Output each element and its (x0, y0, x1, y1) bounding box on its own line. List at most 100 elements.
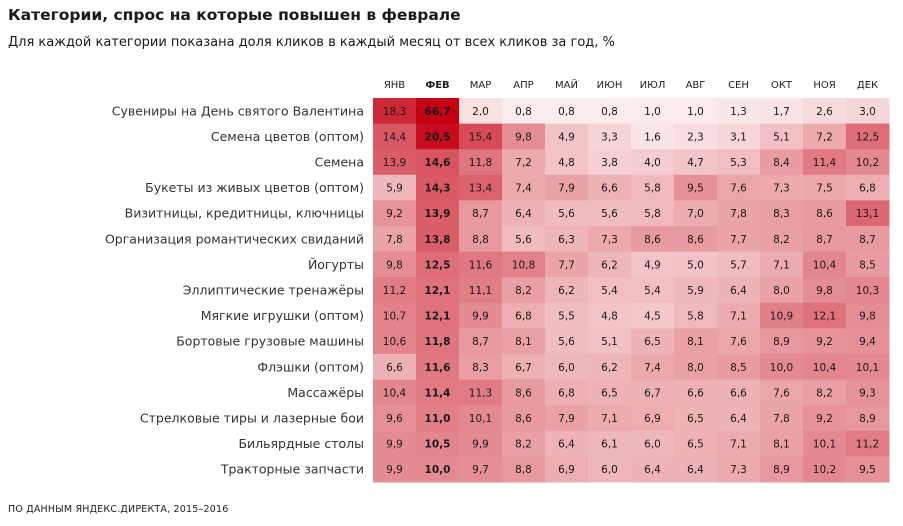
heatmap-cell (502, 251, 546, 278)
heatmap-cell (631, 226, 675, 253)
cell-value: 10,4 (813, 362, 837, 374)
heatmap-cell (717, 98, 761, 125)
heatmap-cell (760, 456, 804, 483)
cell-value: 9,9 (386, 439, 403, 451)
heatmap-cell (760, 405, 804, 432)
heatmap-cell (416, 379, 460, 406)
heatmap-cell (545, 226, 589, 253)
cell-value: 5,8 (644, 208, 661, 220)
row-label: Эллиптические тренажёры (183, 283, 364, 298)
chart-title: Категории, спрос на которые повышен в фе… (8, 6, 461, 24)
heatmap-cell (416, 200, 460, 227)
column-header: МАЙ (555, 78, 578, 91)
heatmap-cell (545, 149, 589, 176)
cell-value: 11,1 (469, 285, 492, 297)
cell-value: 6,0 (644, 439, 661, 451)
cell-value: 9,8 (859, 311, 876, 323)
heatmap-cell (846, 354, 890, 381)
cell-value: 2,0 (472, 106, 489, 118)
cell-value: 13,4 (469, 183, 493, 195)
heatmap-cell (803, 149, 847, 176)
cell-value: 20,5 (425, 131, 451, 143)
heatmap-cell (502, 456, 546, 483)
cell-value: 7,4 (644, 362, 661, 374)
heatmap-cell (803, 226, 847, 253)
cell-value: 7,4 (515, 183, 532, 195)
cell-value: 5,9 (687, 285, 704, 297)
heatmap-cell (588, 98, 632, 125)
heatmap-cell (803, 302, 847, 329)
cell-value: 9,7 (472, 464, 489, 476)
cell-value: 4,9 (558, 131, 575, 143)
heatmap-cell (674, 200, 718, 227)
cell-value: 9,4 (859, 336, 876, 348)
heatmap-cell (760, 149, 804, 176)
heatmap-cell (545, 430, 589, 457)
heatmap-cell (674, 354, 718, 381)
heatmap-cell (502, 226, 546, 253)
cell-value: 8,5 (730, 362, 747, 374)
heatmap-cell (588, 328, 632, 355)
cell-value: 8,2 (515, 285, 532, 297)
cell-value: 5,9 (386, 183, 403, 195)
cell-value: 9,2 (816, 336, 833, 348)
row-label: Визитницы, кредитницы, ключницы (125, 206, 364, 221)
cell-value: 6,3 (558, 234, 575, 246)
cell-value: 13,9 (383, 157, 406, 169)
heatmap-cell (545, 379, 589, 406)
row-label: Семена цветов (оптом) (211, 129, 364, 144)
heatmap-cell (502, 405, 546, 432)
cell-value: 8,6 (515, 387, 532, 399)
cell-value: 3,3 (601, 131, 618, 143)
cell-value: 10,6 (383, 336, 407, 348)
cell-value: 4,7 (687, 157, 704, 169)
heatmap-cell (631, 123, 675, 150)
chart-subtitle: Для каждой категории показана доля клико… (8, 35, 615, 50)
cell-value: 8,2 (515, 439, 532, 451)
column-header: ЯНВ (384, 80, 405, 91)
cell-value: 6,4 (558, 439, 575, 451)
heatmap-cell (717, 328, 761, 355)
cell-value: 8,3 (773, 208, 790, 220)
cell-value: 8,0 (773, 285, 790, 297)
heatmap-cell (588, 302, 632, 329)
cell-value: 66,7 (425, 106, 451, 118)
cell-value: 5,4 (644, 285, 661, 297)
heatmap-cell (373, 251, 417, 278)
heatmap-cell (674, 405, 718, 432)
cell-value: 6,7 (644, 387, 661, 399)
heatmap-cell (588, 200, 632, 227)
heatmap-cell (717, 302, 761, 329)
heatmap-cell (760, 302, 804, 329)
cell-value: 14,6 (425, 157, 451, 169)
heatmap-cell (760, 98, 804, 125)
row-label: Мягкие игрушки (оптом) (201, 308, 364, 323)
heatmap-cell (846, 98, 890, 125)
cell-value: 4,5 (644, 311, 661, 323)
heatmap-cell (717, 379, 761, 406)
cell-value: 6,4 (730, 413, 747, 425)
cell-value: 3,1 (730, 131, 747, 143)
cell-value: 12,5 (425, 259, 451, 271)
heatmap-cell (545, 328, 589, 355)
heatmap-cell (588, 226, 632, 253)
heatmap-cell (416, 174, 460, 201)
cell-value: 14,4 (383, 131, 407, 143)
heatmap-cell (416, 405, 460, 432)
heatmap-cell (631, 379, 675, 406)
cell-value: 11,2 (383, 285, 406, 297)
heatmap-cell (416, 149, 460, 176)
heatmap-cell (674, 430, 718, 457)
heatmap-cell (803, 430, 847, 457)
heatmap-cell (803, 123, 847, 150)
heatmap-cell (373, 328, 417, 355)
heatmap-cell (717, 149, 761, 176)
heatmap-cell (846, 379, 890, 406)
cell-value: 8,2 (773, 234, 790, 246)
cell-value: 12,1 (813, 311, 836, 323)
cell-value: 7,9 (558, 413, 575, 425)
heatmap-cell (717, 405, 761, 432)
heatmap-cell (416, 302, 460, 329)
heatmap-cell (459, 328, 503, 355)
cell-value: 7,1 (773, 259, 790, 271)
